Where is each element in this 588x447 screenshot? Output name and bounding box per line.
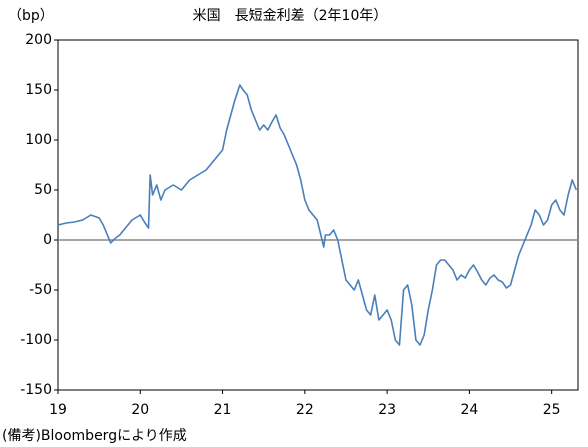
- x-tick-label: 25: [543, 402, 561, 418]
- x-tick-label: 23: [378, 402, 396, 418]
- y-tick-label: -100: [20, 332, 52, 348]
- y-tick-label: -50: [29, 282, 52, 298]
- y-tick-label: 50: [34, 182, 52, 198]
- chart-title: 米国 長短金利差（2年10年）: [193, 8, 388, 24]
- x-tick-label: 24: [460, 402, 478, 418]
- plot-frame: [57, 39, 579, 391]
- y-tick-label: 150: [25, 82, 52, 98]
- x-tick-label: 19: [49, 402, 67, 418]
- data-line: [57, 84, 578, 346]
- y-tick-label: 200: [25, 32, 52, 48]
- y-tick-label: -150: [20, 382, 52, 398]
- y-axis-label: （bp）: [8, 8, 54, 24]
- x-tick-label: 22: [296, 402, 314, 418]
- y-tick-label: 0: [43, 232, 52, 248]
- x-tick-label: 21: [214, 402, 232, 418]
- note: (備考)Bloombergにより作成: [2, 428, 187, 444]
- y-tick-label: 100: [25, 132, 52, 148]
- x-tick-label: 20: [131, 402, 149, 418]
